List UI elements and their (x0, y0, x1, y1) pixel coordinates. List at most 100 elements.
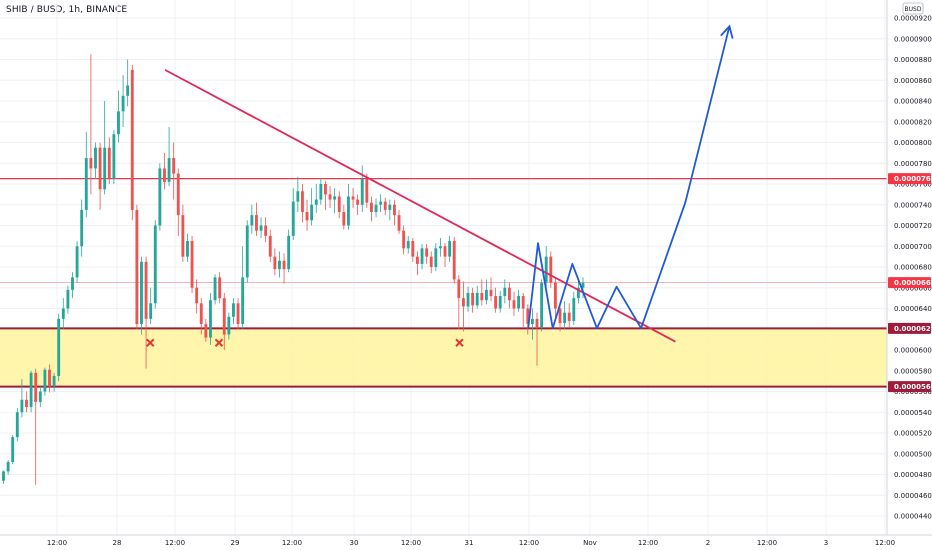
candle-body (337, 196, 341, 213)
time-tick-label: 12:00 (282, 539, 302, 547)
candle-body (443, 246, 447, 257)
symbol-name[interactable]: SHIB / BUSD (6, 5, 63, 15)
candle-body (71, 277, 74, 290)
candle-body (416, 256, 419, 264)
candle-body (61, 308, 65, 319)
time-tick-label: 29 (231, 539, 240, 547)
chart-header: SHIB / BUSD, 1h, BINANCE (6, 5, 128, 15)
candle-body (20, 399, 24, 413)
candle-body (360, 178, 364, 205)
candle-body (186, 241, 189, 257)
projection-arrowhead (720, 24, 734, 39)
candle-body (429, 256, 433, 267)
candle-body (112, 134, 116, 179)
candle-body (250, 215, 254, 226)
candle-body (319, 184, 323, 200)
time-tick-label: 12:00 (519, 539, 539, 547)
horizontal-levels[interactable] (0, 177, 887, 388)
time-tick-label: 12:00 (638, 539, 658, 547)
candle-body (209, 300, 212, 338)
candle-body (553, 282, 557, 309)
candle-body (484, 289, 488, 301)
candle-body (475, 292, 479, 306)
candle-body (480, 292, 484, 301)
candle-body (406, 241, 410, 249)
candle-body (241, 277, 245, 325)
candle-body (370, 202, 373, 213)
candle-body (222, 298, 226, 335)
candle-body (98, 147, 102, 190)
candle-body (38, 391, 42, 402)
candle-body (558, 308, 562, 324)
candle-body (66, 289, 70, 309)
support-zone (0, 328, 887, 387)
candle-body (420, 248, 424, 264)
candle-body (388, 204, 392, 210)
currency-label: BUSD (905, 6, 922, 13)
level-label-box (888, 381, 931, 393)
candle-body (494, 296, 498, 309)
level-label-support-top: 0.00006209 (894, 325, 932, 333)
support-zone-rect (0, 328, 887, 387)
candles (2, 54, 585, 485)
time-tick-label: 12:00 (47, 539, 67, 547)
marker-stroke (455, 338, 464, 347)
time-tick-label: 12:00 (165, 539, 185, 547)
level-label-current: 0.00006650 (894, 279, 932, 287)
candle-body (563, 312, 567, 324)
candle-body (48, 369, 51, 387)
candle-body (227, 316, 231, 335)
candle-body (434, 248, 438, 267)
time-tick-label: 31 (465, 539, 474, 547)
candle-body (158, 168, 162, 226)
candle-body (324, 184, 327, 195)
level-label-support-bottom: 0.00005647 (894, 383, 932, 391)
candle-body (512, 300, 516, 309)
candle-body (498, 296, 502, 309)
exchange-label: BINANCE (86, 5, 128, 15)
candle-body (264, 225, 268, 236)
candle-body (411, 241, 415, 257)
candle-body (393, 204, 396, 216)
candle-body (140, 261, 143, 325)
time-axis[interactable]: 12:00 28 12:00 29 12:00 30 12:00 31 12:00 Nov 12:0… (0, 534, 932, 547)
price-axis-bg (887, 0, 932, 550)
candle-body (245, 225, 249, 278)
candle-body (397, 215, 401, 231)
candle-body (310, 204, 314, 221)
candle-body (282, 260, 286, 270)
currency-box (902, 2, 924, 15)
candle-body (52, 375, 56, 387)
candle-body (507, 287, 511, 301)
marker-stroke (146, 338, 155, 347)
candle-body (291, 201, 295, 236)
candle-body (218, 277, 222, 299)
candle-body (402, 230, 406, 249)
time-tick-label: 12:00 (401, 539, 421, 547)
candle-body (232, 303, 235, 317)
candle-body (356, 199, 360, 205)
candle-body (149, 303, 153, 319)
candle-body (517, 296, 521, 309)
candle-body (2, 471, 5, 481)
candle-body (176, 173, 180, 216)
candle-body (135, 209, 139, 325)
candle-body (172, 158, 176, 174)
candle-body (126, 85, 130, 96)
candle-body (94, 147, 97, 169)
interval-label[interactable]: 1h (68, 5, 81, 15)
drawings[interactable] (146, 24, 734, 347)
